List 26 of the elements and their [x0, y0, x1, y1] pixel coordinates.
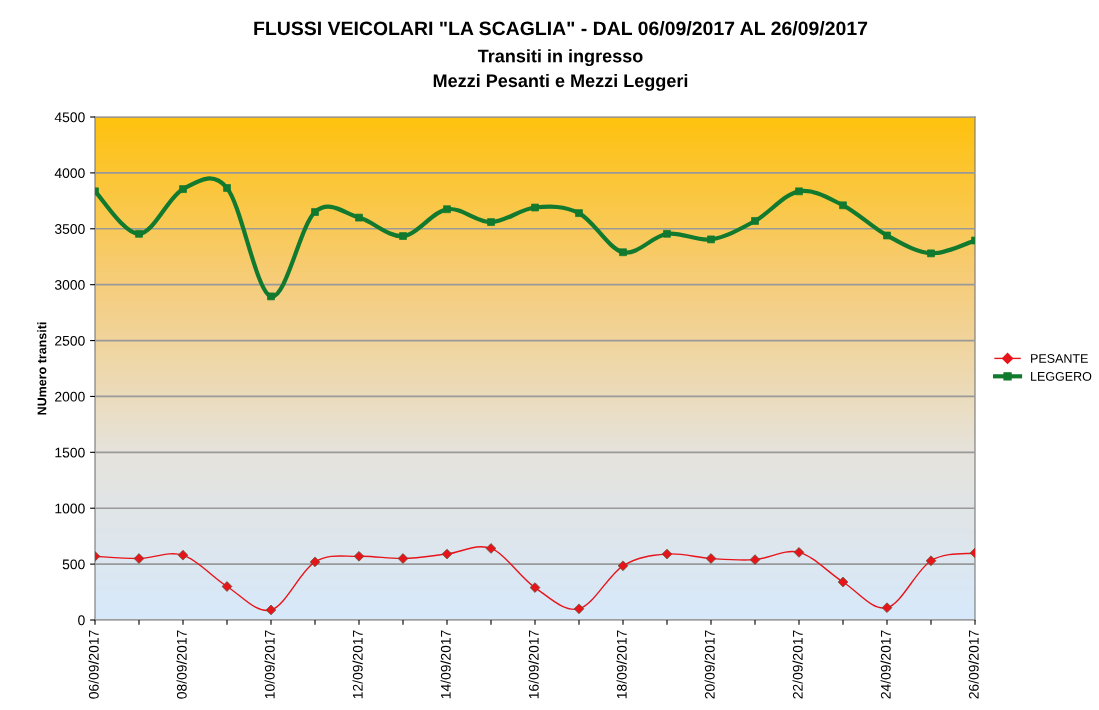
y-tick-label: 4500: [54, 112, 85, 123]
y-tick-label: 2500: [55, 335, 85, 346]
x-tick-label: 14/09/2017: [440, 630, 451, 699]
y-tick-label: 2000: [55, 391, 85, 402]
x-tick-label: 10/09/2017: [264, 630, 275, 699]
y-axis-title: NUmero transiti: [37, 322, 47, 415]
y-tick-label: 4000: [54, 168, 85, 179]
x-tick-label: 06/09/2017: [88, 630, 99, 699]
x-tick-label: 26/09/2017: [968, 630, 979, 699]
x-tick-label: 18/09/2017: [616, 630, 627, 699]
y-tick-label: 3500: [54, 224, 85, 234]
y-tick-label: 3000: [54, 280, 85, 290]
y-tick-label: 1500: [55, 447, 85, 458]
legend-label: LEGGERO: [1031, 371, 1092, 381]
x-tick-label: 20/09/2017: [704, 630, 715, 699]
y-tick-label: 1000: [55, 503, 85, 514]
chart-title: FLUSSI VEICOLARI "LA SCAGLIA" - DAL 06/09/2017 AL 26/09/2017: [254, 20, 868, 36]
x-tick-label: 22/09/2017: [792, 630, 803, 699]
y-tick-label: 500: [62, 559, 85, 570]
x-tick-label: 08/09/2017: [176, 630, 187, 699]
chart-subtitle: Transiti in ingresso Mezzi Pesanti e Mezzi Leggeri: [433, 49, 688, 91]
legend-label: PESANTE: [1031, 354, 1088, 363]
x-tick-label: 16/09/2017: [528, 630, 539, 699]
y-tick-label: 0: [78, 615, 85, 626]
x-tick-label: 24/09/2017: [880, 630, 891, 699]
x-tick-label: 12/09/2017: [352, 630, 363, 699]
